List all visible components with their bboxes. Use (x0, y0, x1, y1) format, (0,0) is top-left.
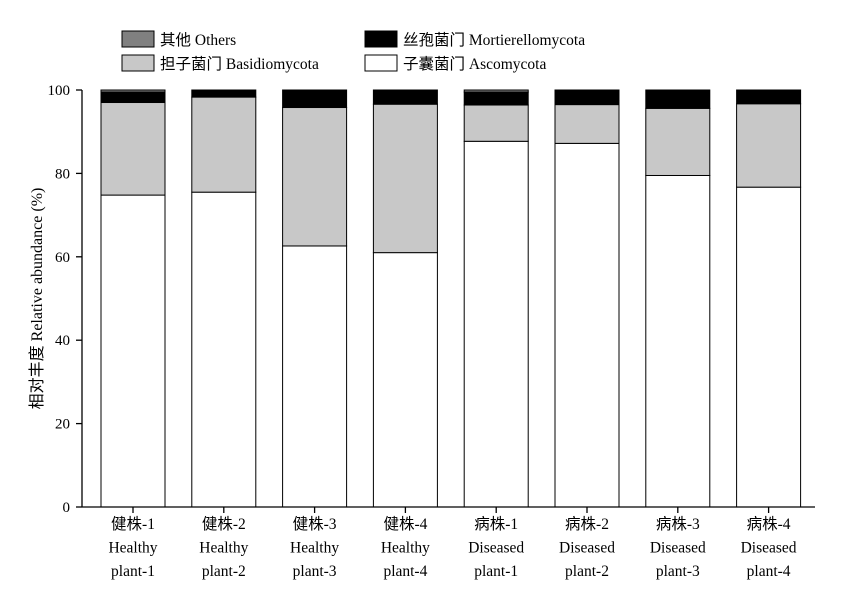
bar-segment (463, 91, 529, 106)
y-tick-label: 100 (48, 83, 71, 99)
legend-label: 其他 Others (160, 31, 236, 49)
legend-swatch (364, 54, 398, 72)
bar-segment (463, 104, 529, 142)
x-tick-label: 健株-1 (111, 515, 155, 533)
bar-segment (282, 89, 348, 109)
x-tick-label: Healthy (290, 540, 339, 557)
x-tick-label: Healthy (108, 540, 157, 557)
legend-swatch (121, 54, 155, 72)
bar-segment (736, 103, 802, 188)
bar-segment (282, 245, 348, 508)
x-tick-labels: 健株-1 Healthy plant-1 健株-2 Healthy plant-2 健株-3… (108, 507, 797, 580)
x-tick-label: plant-4 (747, 563, 791, 580)
y-tick-label: 0 (63, 500, 71, 516)
bar-segment (736, 89, 802, 105)
bars (100, 89, 802, 508)
x-tick-label: 病株-2 (565, 515, 609, 533)
y-tick-label: 40 (55, 333, 70, 349)
x-tick-label: plant-2 (565, 563, 609, 580)
x-tick-label: 病株-3 (656, 515, 700, 533)
legend-label: 子囊菌门 Ascomycota (403, 55, 546, 73)
bar-segment (645, 174, 711, 508)
x-tick-label: 病株-1 (474, 515, 518, 533)
bar-segment (372, 252, 438, 508)
legend-label: 丝孢菌门 Mortierellomycota (403, 31, 585, 49)
legend-swatch (121, 30, 155, 48)
bar-segment (372, 103, 438, 254)
bar-segment (100, 91, 166, 104)
x-tick-label: Healthy (199, 540, 248, 557)
x-tick-label: 健株-2 (202, 515, 246, 533)
bar-segment (191, 89, 257, 98)
legend: 其他 Others 丝孢菌门 Mortierellomycota 担子菌门 Basi… (121, 30, 585, 73)
x-tick-label: plant-3 (293, 563, 337, 580)
bar-segment (100, 89, 166, 93)
x-tick-label: plant-1 (111, 563, 155, 580)
x-tick-label: Diseased (559, 540, 615, 557)
bar-segment (463, 89, 529, 93)
bar-segment (554, 142, 620, 508)
x-tick-label: 病株-4 (747, 515, 791, 533)
legend-label: 担子菌门 Basidiomycota (160, 55, 319, 73)
bar-segment (554, 89, 620, 106)
x-tick-label: Diseased (650, 540, 706, 557)
bar-segment (645, 107, 711, 176)
bar-segment (191, 191, 257, 508)
x-tick-label: Diseased (741, 540, 797, 557)
bar-segment (645, 89, 711, 109)
bar-segment (736, 186, 802, 508)
bar-segment (191, 96, 257, 193)
y-tick-label: 20 (55, 417, 70, 433)
axes (81, 90, 815, 508)
x-tick-label: 健株-3 (293, 515, 337, 533)
x-tick-label: Diseased (468, 540, 524, 557)
bar-segment (282, 107, 348, 247)
bar-segment (554, 104, 620, 144)
bar-segment (100, 102, 166, 196)
x-tick-label: plant-2 (202, 563, 246, 580)
bar-segment (100, 194, 166, 508)
x-tick-label: plant-3 (656, 563, 700, 580)
y-axis-label: 相对丰度 Relative abundance (%) (28, 188, 46, 410)
bar-segment (372, 89, 438, 105)
y-tick-label: 60 (55, 250, 70, 266)
x-tick-label: plant-1 (474, 563, 518, 580)
bar-segment (463, 140, 529, 508)
legend-swatch (364, 30, 398, 48)
x-tick-label: Healthy (381, 540, 430, 557)
x-tick-label: 健株-4 (383, 515, 427, 533)
y-tick-label: 80 (55, 166, 70, 182)
y-ticks: 0 20 40 60 80 100 (48, 83, 82, 516)
x-tick-label: plant-4 (383, 563, 427, 580)
